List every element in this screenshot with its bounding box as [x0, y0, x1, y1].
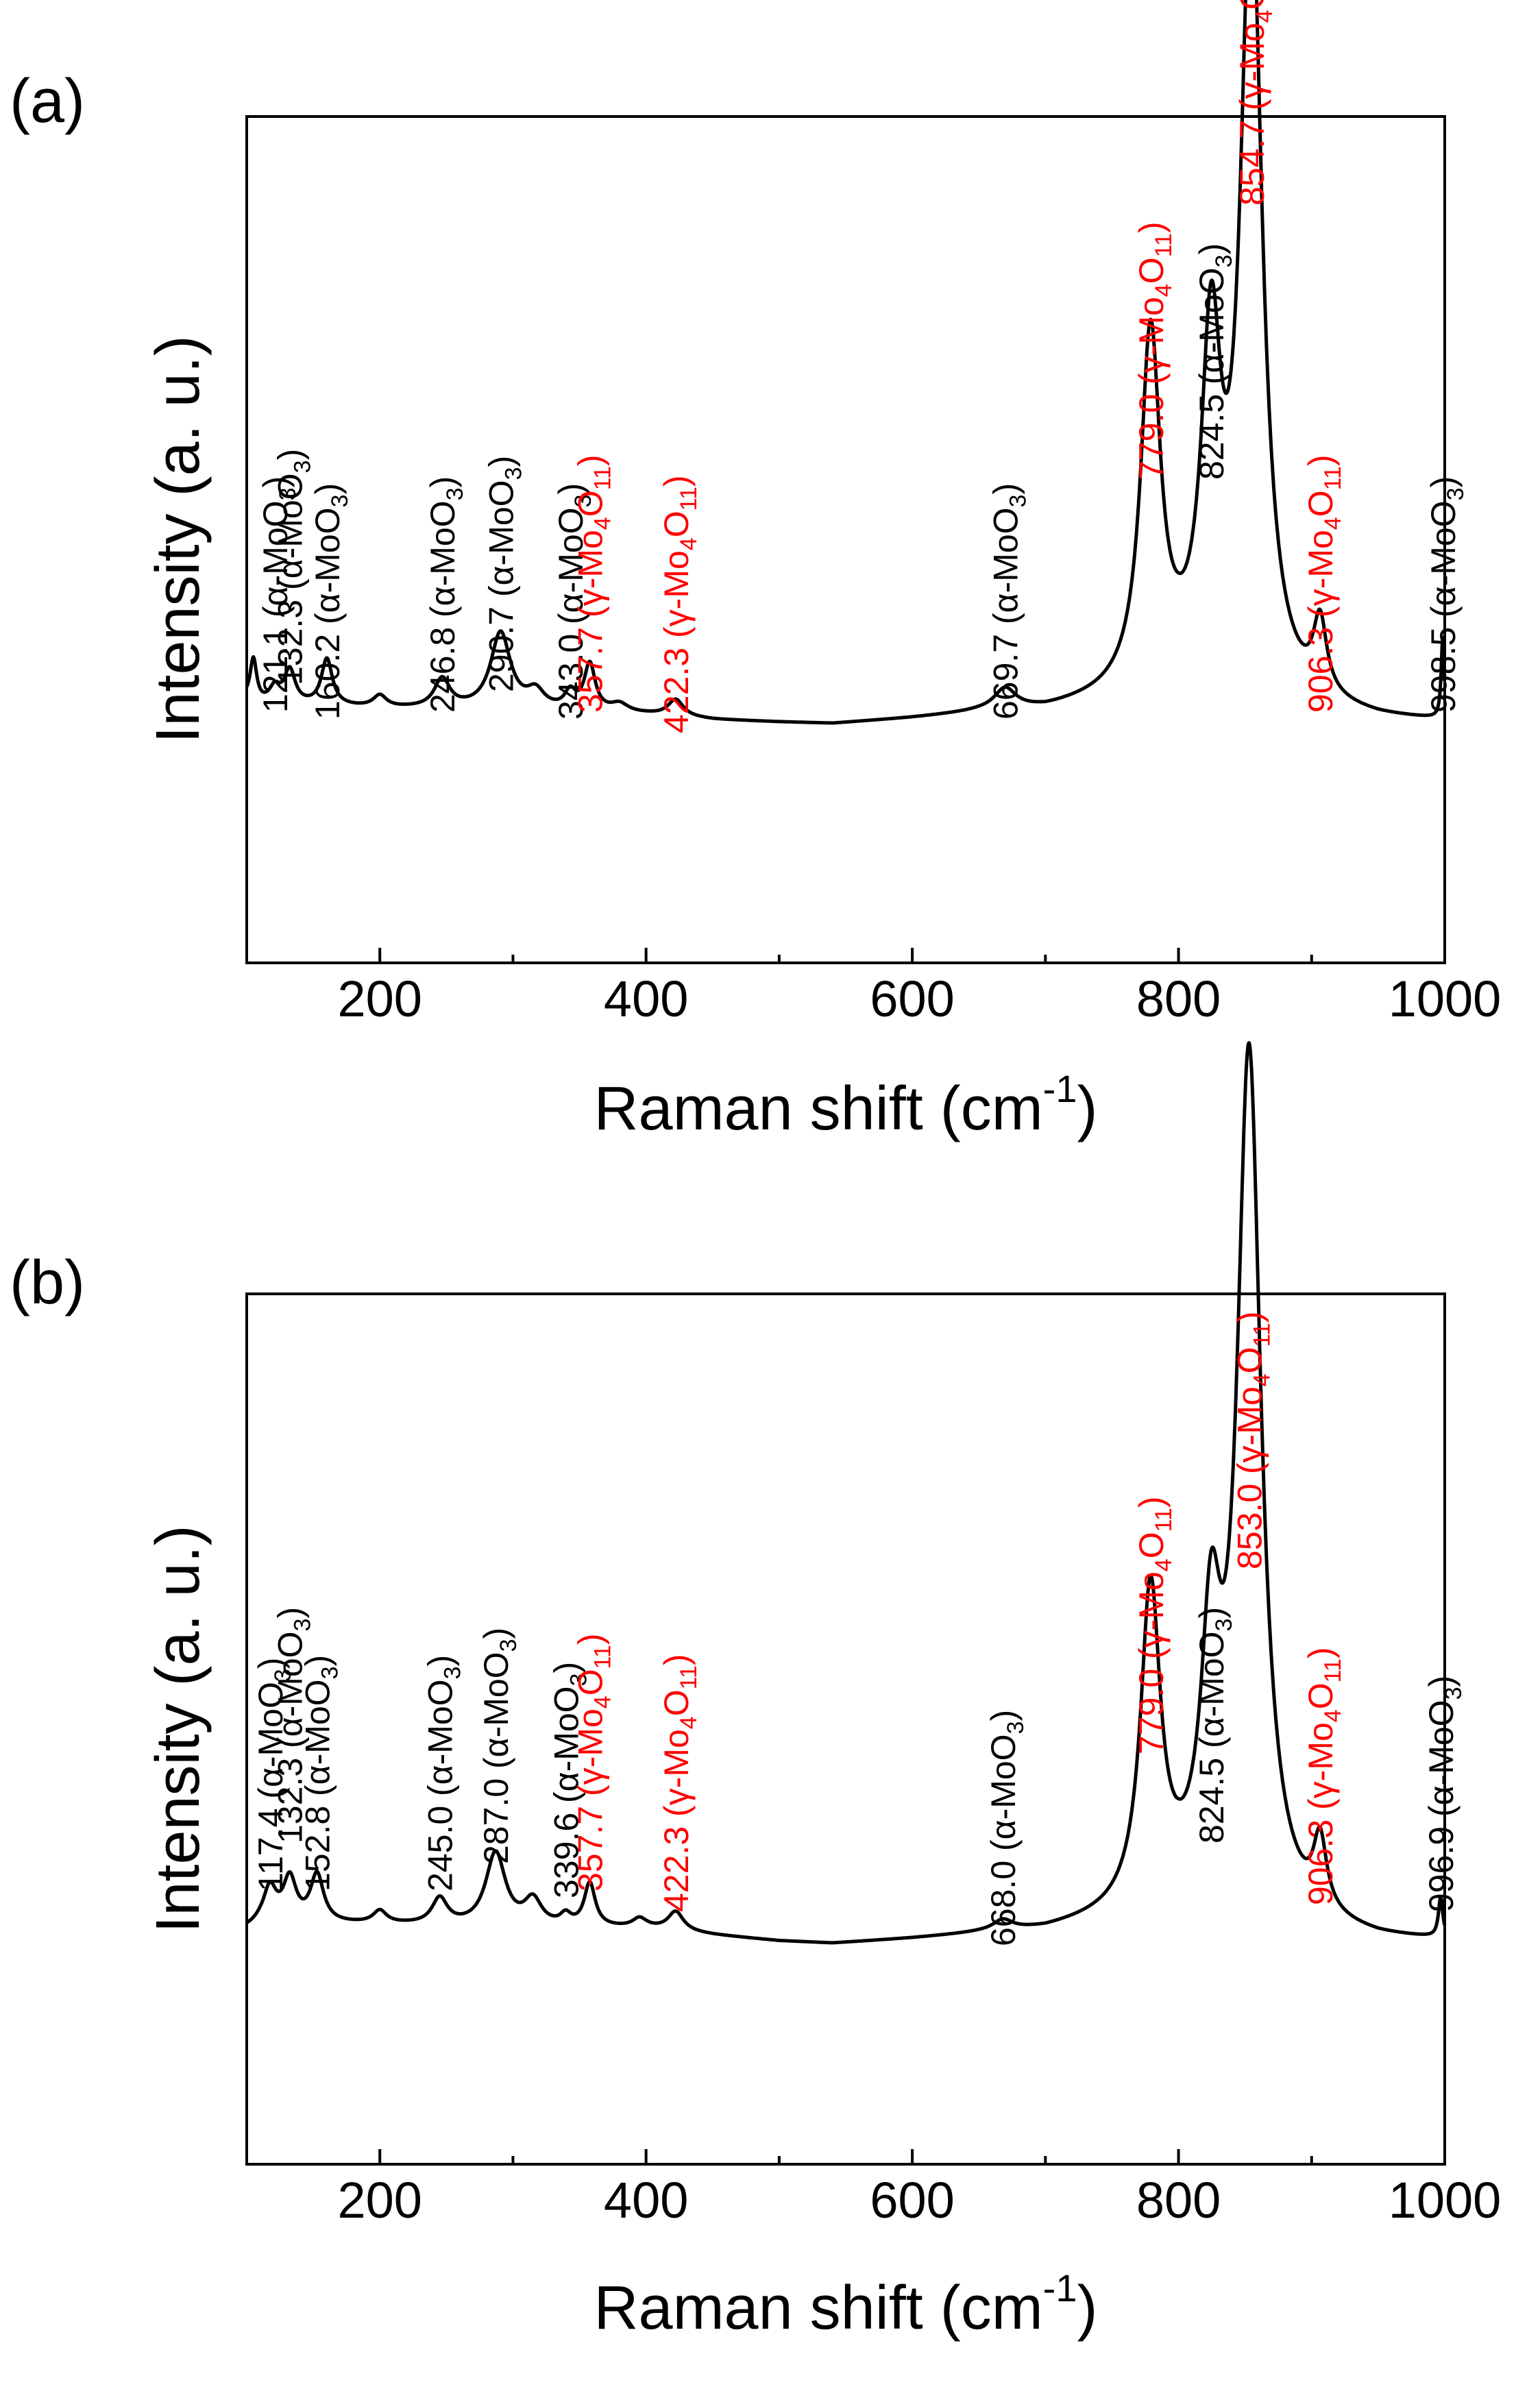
peak-label-b-853-0: 853.0 (γ-Mo4O11) [1231, 1311, 1275, 1569]
panel-b-x-tick-label: 1000 [1389, 2172, 1502, 2229]
peak-label-a-906-3: 906.3 (γ-Mo4O11) [1301, 454, 1346, 713]
peak-label-b-245-0: 245.0 (α-MoO3) [421, 1655, 466, 1891]
peak-label-a-343-0: 343.0 (α-MoO3) [552, 483, 596, 720]
peak-label-b-668-0: 668.0 (α-MoO3) [984, 1710, 1029, 1946]
peak-label-a-357-7: 357.7 (γ-Mo4O11) [572, 454, 616, 713]
panel-a-label: (a) [10, 67, 85, 136]
peak-label-b-996-9: 996.9 (α-MoO3) [1422, 1676, 1467, 1912]
peak-label-a-246-8: 246.8 (α-MoO3) [424, 476, 468, 713]
peak-label-a-121-1: 121.1 (α-MoO3) [256, 476, 301, 713]
panel-b-label: (b) [10, 1249, 85, 1317]
peak-label-a-290-7: 290.7 (α-MoO3) [482, 456, 526, 692]
panel-b-x-tick-label: 800 [1136, 2172, 1221, 2229]
peak-label-b-357-7: 357.7 (γ-Mo4O11) [572, 1633, 616, 1891]
peak-label-a-422-3: 422.3 (γ-Mo4O11) [657, 475, 702, 733]
peak-label-a-669-7: 669.7 (α-MoO3) [987, 483, 1031, 720]
panel-b-plot-frame [245, 1292, 1446, 2166]
peak-label-b-779-0: 779.0 (γ-Mo4O11) [1132, 1496, 1177, 1754]
peak-label-b-152-8: 152.8 (α-MoO3) [299, 1655, 343, 1891]
peak-label-b-906-3: 906.3 (γ-Mo4O11) [1301, 1647, 1346, 1905]
panel-b-spectrum-line [245, 1041, 1447, 1945]
peak-label-b-339-6: 339.6 (α-MoO3) [547, 1662, 591, 1898]
peak-label-b-824-5: 824.5 (α-MoO3) [1193, 1607, 1237, 1843]
panel-a: (a) 121.1 (α-MoO3)132.3 (α-MoO3)160.2 (α… [10, 0, 1501, 1143]
peak-label-a-824-5: 824.5 (α-MoO3) [1193, 243, 1237, 480]
panel-b-x-tick-label: 200 [337, 2172, 421, 2229]
panel-a-plot-frame [245, 115, 1446, 964]
panel-a-x-tick-label: 600 [870, 970, 954, 1027]
panel-b: (b) 117.4 (α-MoO3)132.3 (α-MoO3)152.8 (α… [10, 1041, 1502, 2342]
peak-label-a-998-5: 998.5 (α-MoO3) [1424, 476, 1469, 713]
panel-a-x-axis-label: Raman shift (cm-1) [594, 1067, 1098, 1143]
peak-label-b-287-0: 287.0 (α-MoO3) [477, 1628, 522, 1864]
peak-label-b-117-4: 117.4 (α-MoO3) [252, 1658, 296, 1891]
panel-a-x-tick-label: 400 [604, 970, 688, 1027]
peak-label-a-779-0: 779.0 (γ-Mo4O11) [1132, 221, 1177, 480]
panel-b-x-tick-label: 600 [870, 2172, 954, 2229]
panel-a-y-axis-label: Intensity (a. u.) [144, 335, 212, 743]
peak-label-a-854-7: 854.7 (γ-Mo4O11) [1233, 0, 1278, 206]
peak-label-a-160-2: 160.2 (α-MoO3) [308, 483, 353, 720]
panel-b-x-tick-label: 400 [604, 2172, 688, 2229]
panel-a-spectrum-line [245, 0, 1447, 725]
panel-a-x-tick-label: 1000 [1389, 970, 1502, 1027]
panel-b-x-axis-label: Raman shift (cm-1) [594, 2266, 1098, 2342]
peak-label-b-132-3: 132.3 (α-MoO3) [271, 1607, 316, 1843]
peak-label-b-422-3: 422.3 (γ-Mo4O11) [657, 1654, 702, 1912]
panel-a-x-tick-label: 200 [337, 970, 421, 1027]
panel-b-y-axis-label: Intensity (a. u.) [144, 1525, 212, 1933]
panel-a-x-tick-label: 800 [1136, 970, 1221, 1027]
peak-label-a-132-3: 132.3 (α-MoO3) [271, 449, 316, 685]
